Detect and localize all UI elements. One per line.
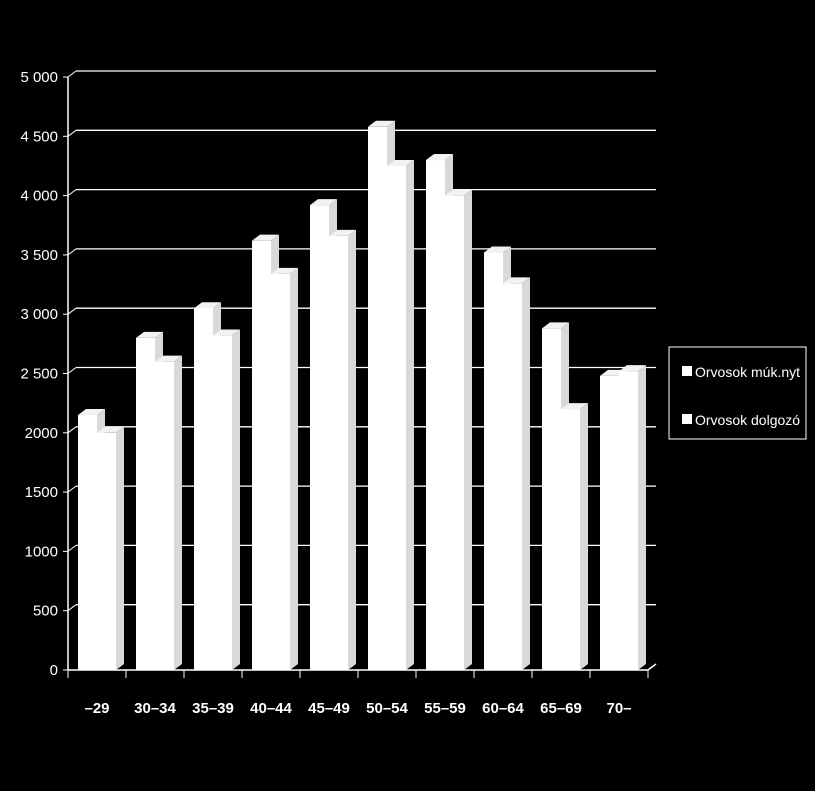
y-tick-label: 3 500 <box>20 247 58 264</box>
bar-series-2-5 <box>387 159 414 670</box>
bar-top <box>97 426 124 433</box>
gridline-diag <box>67 70 77 78</box>
bar-front <box>310 205 329 670</box>
bar-series-2-0 <box>97 426 124 670</box>
gridline-diag <box>67 485 77 493</box>
bar-top <box>426 154 453 161</box>
bar-top <box>213 329 240 336</box>
bar-side <box>174 355 182 670</box>
y-tick-label: 5 000 <box>20 69 58 86</box>
bar-side <box>290 267 298 670</box>
bar-front <box>155 361 174 670</box>
bar-top <box>542 322 569 329</box>
bar-series-2-2 <box>213 329 240 670</box>
y-axis-ticks: 0 500 1000 1500 2000 2 500 3 000 3 500 4 000 4 50… <box>20 69 68 679</box>
gridline-diag <box>67 129 77 137</box>
bar-side <box>116 426 124 670</box>
bar-front <box>213 335 232 670</box>
bar-front <box>387 165 406 670</box>
bar-top <box>368 120 395 127</box>
bar-top <box>155 355 182 362</box>
gridline-diag <box>67 189 77 197</box>
bar-top <box>503 277 530 284</box>
legend-swatch-series-1 <box>682 366 692 376</box>
x-tick-label: 65–69 <box>540 700 582 717</box>
x-tick-label: 30–34 <box>134 700 176 717</box>
bar-side <box>464 189 472 670</box>
bars <box>78 120 646 670</box>
y-tick-label: 4 000 <box>20 188 58 205</box>
gridline-diag <box>67 604 77 612</box>
bar-series-2-6 <box>445 189 472 670</box>
y-tick-label: 0 <box>50 662 58 679</box>
bar-series-2-7 <box>503 277 530 670</box>
bar-side <box>522 277 530 670</box>
bar-series-2-1 <box>155 355 182 670</box>
bar-top <box>484 246 511 253</box>
bar-top <box>271 267 298 274</box>
bar-front <box>445 195 464 670</box>
y-tick-label: 2000 <box>25 425 58 442</box>
bar-front <box>271 273 290 670</box>
gridline-diag <box>67 307 77 315</box>
y-tick-label: 4 500 <box>20 128 58 145</box>
bar-front <box>600 375 619 670</box>
bar-series-2-8 <box>561 403 588 670</box>
bar-front <box>329 235 348 670</box>
x-tick-label: 55–59 <box>424 700 466 717</box>
bar-front <box>426 160 445 670</box>
y-tick-label: 1000 <box>25 543 58 560</box>
x-tick-label: –29 <box>84 700 109 717</box>
bar-front <box>252 240 271 670</box>
y-tick-label: 1500 <box>25 484 58 501</box>
legend-label-series-1: Orvosok múk.nyt <box>695 364 800 380</box>
bar-top <box>252 234 279 241</box>
bar-top <box>445 189 472 196</box>
bar-series-2-4 <box>329 229 356 670</box>
gridline-diag <box>67 426 77 434</box>
bar-top <box>310 199 337 206</box>
bar-top <box>561 403 588 410</box>
x-tick-label: 45–49 <box>308 700 350 717</box>
x-tick-label: 60–64 <box>482 700 524 717</box>
bar-front <box>484 252 503 670</box>
bar-front <box>194 308 213 670</box>
bar-front <box>503 283 522 670</box>
bar-front <box>368 126 387 670</box>
x-tick-label: 40–44 <box>250 700 292 717</box>
x-tick-label: 35–39 <box>192 700 234 717</box>
bar-front <box>97 432 116 670</box>
bar-side <box>580 403 588 670</box>
legend-swatch-series-2 <box>682 414 692 424</box>
gridline-diag <box>67 367 77 374</box>
y-tick-label: 500 <box>33 603 58 620</box>
bar-side <box>348 229 356 670</box>
bar-series-2-9 <box>619 365 646 670</box>
x-axis-ticks: –29 30–34 35–39 40–44 45–49 50–54 55–59 60–64 65… <box>67 670 649 717</box>
bar-front <box>561 409 580 670</box>
bar-side <box>232 329 240 670</box>
bar-front <box>542 328 561 670</box>
bar-top <box>136 331 163 338</box>
bar-top <box>387 159 414 166</box>
bar-front <box>78 415 97 670</box>
gridline-diag <box>67 545 77 552</box>
bar-front <box>136 337 155 670</box>
bar-top <box>329 229 356 236</box>
bar-top <box>619 365 646 372</box>
bar-top <box>194 302 221 309</box>
y-tick-label: 2 500 <box>20 366 58 383</box>
legend-label-series-2: Orvosok dolgozó <box>695 412 800 428</box>
y-tick-label: 3 000 <box>20 306 58 323</box>
x-tick-label: 70– <box>606 700 631 717</box>
gridline-diag <box>67 248 77 256</box>
bar-series-2-3 <box>271 267 298 670</box>
bar-side <box>406 159 414 670</box>
legend: Orvosok múk.nyt Orvosok dolgozó <box>668 346 807 440</box>
x-tick-label: 50–54 <box>366 700 408 717</box>
bar-top <box>78 409 105 416</box>
bar-front <box>619 371 638 670</box>
bar-side <box>638 365 646 670</box>
